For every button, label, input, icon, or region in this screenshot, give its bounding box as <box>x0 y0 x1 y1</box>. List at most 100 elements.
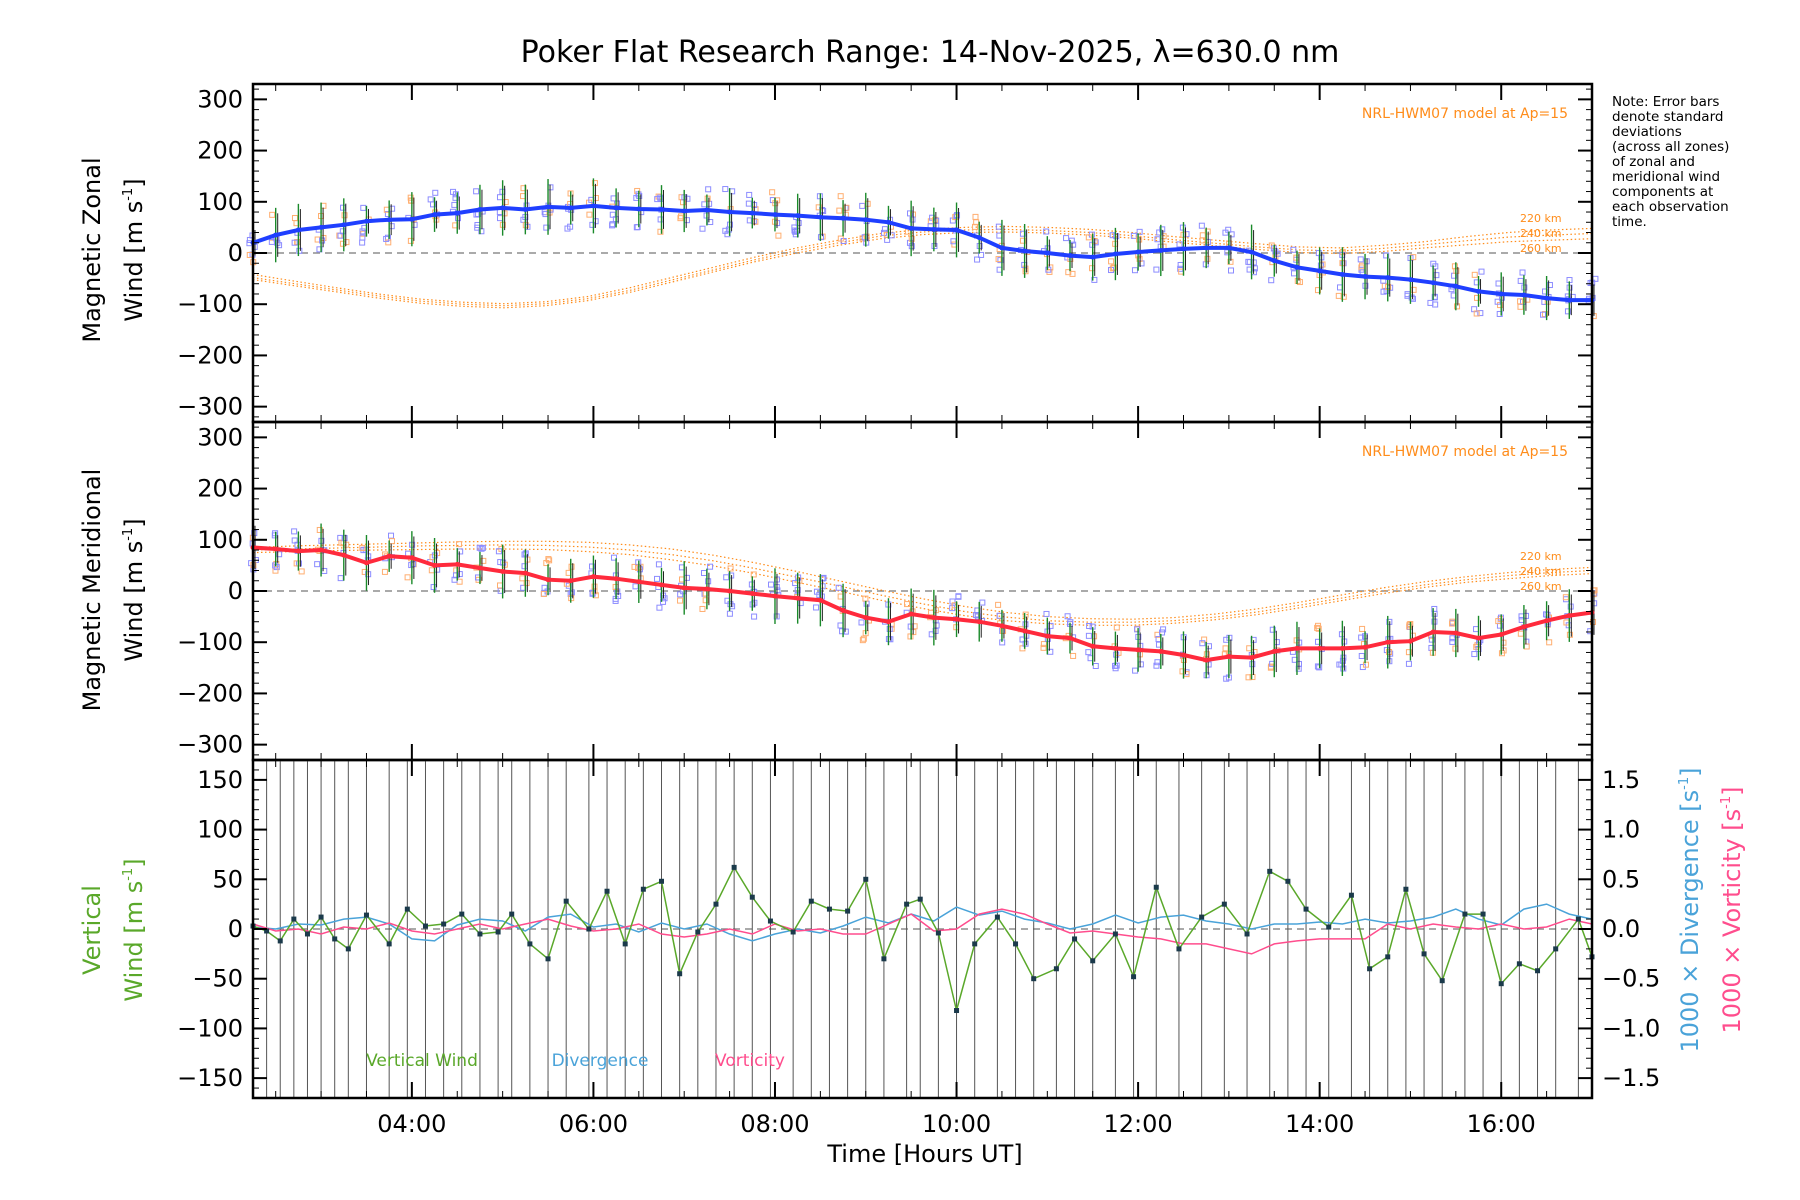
mean-point <box>954 616 960 622</box>
zone-point <box>1410 286 1417 293</box>
zone-point <box>359 234 366 241</box>
zone-point <box>837 193 844 200</box>
zone-point <box>1405 649 1412 656</box>
zonal-ylabel-line2: Wind [m s-1] <box>120 178 148 321</box>
mean-point <box>363 560 369 566</box>
zone-point <box>859 202 866 209</box>
zone-point <box>543 224 550 231</box>
zone-point <box>479 544 486 551</box>
y-tick-label: −200 <box>177 341 243 369</box>
zone-point <box>843 204 850 211</box>
mean-point <box>1339 645 1345 651</box>
note-line: denote standard <box>1612 109 1723 125</box>
mean-point <box>1407 638 1413 644</box>
vertical-wind-point <box>1221 901 1227 907</box>
note-line: each observation <box>1612 199 1729 215</box>
model-altitude-label: 220 km <box>1520 550 1562 563</box>
zone-point <box>704 195 711 202</box>
vertical-wind-point <box>1575 916 1581 922</box>
zone-point <box>496 194 503 201</box>
zone-point <box>933 622 940 629</box>
model-altitude-label: 260 km <box>1520 580 1562 593</box>
zone-point <box>1159 226 1166 233</box>
zone-point <box>1449 638 1456 645</box>
zone-point <box>291 215 298 222</box>
zone-point <box>1156 229 1163 236</box>
zone-point <box>707 219 714 226</box>
zone-point <box>657 228 664 235</box>
zone-point <box>727 565 734 572</box>
zone-point <box>775 232 782 239</box>
vertical-wind-line <box>252 865 1593 1011</box>
zone-point <box>1340 665 1347 672</box>
mean-point <box>908 611 914 617</box>
zone-point <box>291 239 298 246</box>
mean-point <box>749 210 755 216</box>
zone-point <box>1249 661 1256 668</box>
mean-point <box>1271 258 1277 264</box>
model-altitude-label: 220 km <box>1520 212 1562 225</box>
zone-point <box>1431 618 1438 625</box>
zonal-ylabel: Magnetic Zonal Wind [m s-1] <box>78 157 148 342</box>
zone-point <box>1043 228 1050 235</box>
vertical-wind-point <box>1516 961 1522 967</box>
zone-point <box>1085 649 1092 656</box>
mean-point <box>341 222 347 228</box>
mean-point <box>1203 245 1209 251</box>
vertical-wind-point <box>1199 914 1205 920</box>
zone-point <box>411 221 418 228</box>
zone-point <box>502 199 509 206</box>
zone-point <box>1317 262 1324 269</box>
mean-point <box>273 232 279 238</box>
mean-point <box>863 615 869 621</box>
zone-point <box>359 544 366 551</box>
vertical-wind-point <box>586 926 592 932</box>
mean-point <box>1294 264 1300 270</box>
vorticity-ylabel-close: ] <box>1718 787 1746 796</box>
zone-point <box>1153 266 1160 273</box>
vertical-wind-point <box>845 908 851 914</box>
zone-point <box>1290 270 1297 277</box>
zone-point <box>1473 279 1480 286</box>
zone-point <box>1359 625 1366 632</box>
mean-point <box>477 206 483 212</box>
vertical-wind-point <box>808 898 814 904</box>
zonal-wind-panel: NRL-HWM07 model at Ap=15 220 km 240 km 260 … <box>177 82 1599 424</box>
note-line: of zonal and <box>1612 154 1695 170</box>
zone-point <box>1113 233 1120 240</box>
zone-point <box>683 217 690 224</box>
y-tick-label: 100 <box>197 816 243 844</box>
vertical-wind-point <box>527 941 533 947</box>
zone-point <box>1383 287 1390 294</box>
vertical-wind-point <box>935 930 941 936</box>
zone-point <box>722 186 729 193</box>
vertical-wind-point <box>1480 911 1486 917</box>
y-tick-label: 0 <box>228 239 243 267</box>
zone-point <box>541 584 548 591</box>
vertical-wind-point <box>994 914 1000 920</box>
zone-point <box>656 604 663 611</box>
zone-point <box>1136 255 1143 262</box>
zone-point <box>316 526 323 533</box>
zone-point <box>1069 270 1076 277</box>
zone-point <box>339 240 346 247</box>
mean-point <box>1317 645 1323 651</box>
mean-point <box>1090 643 1096 649</box>
y-tick-label: −100 <box>177 290 243 318</box>
vertical-wind-point <box>1090 958 1096 964</box>
zone-point <box>859 637 866 644</box>
zone-point <box>813 588 820 595</box>
y-tick-label: −100 <box>177 1014 243 1042</box>
mean-point <box>1180 652 1186 658</box>
mean-point <box>772 593 778 599</box>
vertical-wind-point <box>1267 868 1273 874</box>
zone-point <box>722 227 729 234</box>
mean-point <box>681 585 687 591</box>
model-curve-260km <box>252 231 1593 309</box>
figure-title: Poker Flat Research Range: 14-Nov-2025, … <box>521 35 1340 70</box>
mean-point <box>659 582 665 588</box>
zone-point <box>861 234 868 241</box>
zone-point <box>699 225 706 232</box>
x-tick-label: 06:00 <box>559 1110 628 1138</box>
